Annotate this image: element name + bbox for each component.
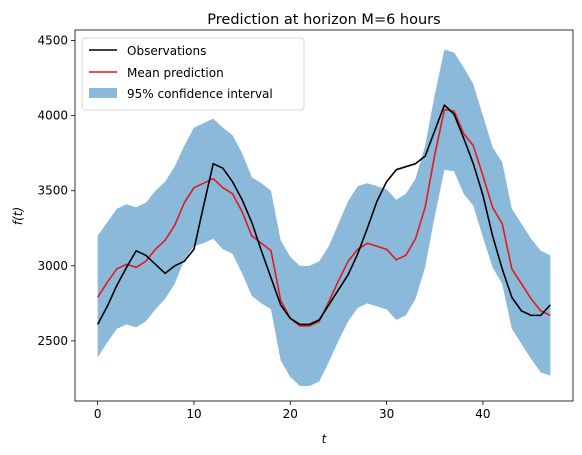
y-tick-label: 3000 — [37, 259, 68, 273]
y-axis-label: f(t) — [11, 207, 25, 225]
legend-box — [81, 37, 305, 111]
legend: Observations Mean prediction 95% confide… — [81, 37, 305, 111]
y-tick-label: 3500 — [37, 184, 68, 198]
y-tick-label: 4000 — [37, 109, 68, 123]
x-tick-label: 0 — [94, 407, 102, 421]
legend-swatch-confidence-interval — [89, 88, 117, 98]
y-tick-label: 2500 — [37, 334, 68, 348]
confidence-band — [97, 49, 551, 386]
axis-ticks: 0 10 20 30 40 2500 3000 3500 4000 4500 — [37, 34, 490, 421]
x-tick-label: 10 — [186, 407, 201, 421]
x-tick-label: 40 — [475, 407, 490, 421]
series-line-observations — [96, 104, 551, 326]
x-axis-label: t — [322, 432, 328, 446]
legend-label-confidence-interval: 95% confidence interval — [127, 87, 273, 101]
x-tick-label: 20 — [283, 407, 298, 421]
plot-area — [96, 49, 551, 386]
x-tick-label: 30 — [379, 407, 394, 421]
chart-title: Prediction at horizon M=6 hours — [207, 12, 440, 28]
axes-frame — [74, 29, 574, 402]
legend-label-observations: Observations — [127, 44, 206, 58]
legend-label-mean-prediction: Mean prediction — [127, 66, 224, 80]
y-tick-label: 4500 — [37, 34, 68, 48]
